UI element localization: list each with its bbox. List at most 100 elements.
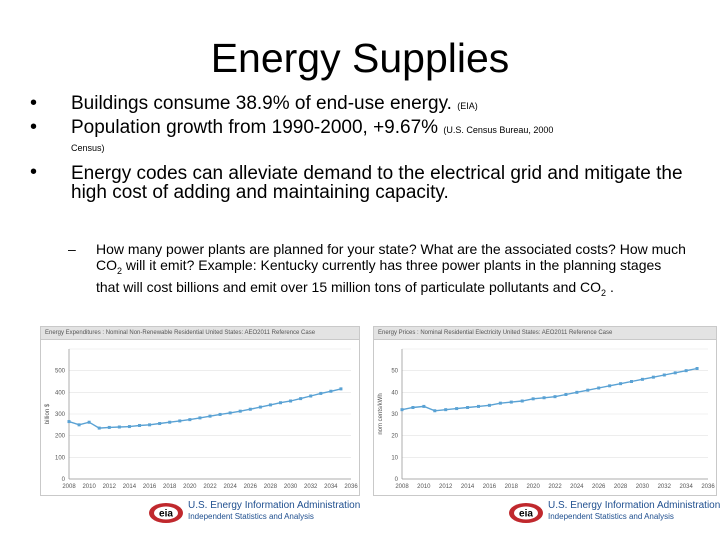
data-point	[640, 377, 644, 381]
data-point	[279, 401, 282, 405]
x-tick-label: 2036	[344, 484, 358, 490]
sub-bullet-power-plants: – How many power plants are planned for …	[68, 241, 686, 301]
data-point	[498, 401, 502, 405]
eia-logo-icon: eia	[149, 503, 183, 523]
x-tick-label: 2018	[163, 484, 177, 490]
x-tick-label: 2026	[244, 484, 258, 490]
y-tick-label: 30	[391, 412, 398, 418]
data-point	[684, 369, 688, 373]
eia-logo-text: eia	[159, 509, 173, 520]
x-tick-label: 2008	[395, 484, 409, 490]
bullet-text: Population growth from 1990-2000, +9.67%	[71, 117, 439, 138]
data-point	[87, 420, 91, 424]
data-point	[673, 371, 677, 375]
data-point	[575, 390, 579, 394]
data-point	[466, 406, 470, 409]
bullet-citation: (U.S. Census Bureau, 2000	[443, 125, 554, 135]
data-point	[228, 411, 232, 415]
co2-subscript: 2	[601, 287, 607, 298]
data-point	[531, 397, 535, 401]
data-point	[619, 382, 623, 386]
data-point	[148, 423, 152, 427]
data-point	[509, 400, 513, 404]
x-tick-label: 2030	[284, 484, 298, 490]
x-tick-label: 2034	[324, 484, 338, 490]
bullet-text: Energy codes can alleviate demand to the…	[71, 163, 683, 203]
data-point	[168, 420, 172, 424]
bullet-dot: •	[30, 92, 38, 114]
y-tick-label: 0	[395, 477, 399, 483]
data-point	[651, 375, 655, 379]
chart-header: Energy Expenditures : Nominal Non-Renewa…	[41, 327, 359, 340]
eia-name: U.S. Energy Information Administration	[188, 500, 361, 511]
bullet-text: Buildings consume 38.9% of end-use energ…	[71, 93, 452, 114]
data-point	[117, 425, 121, 429]
data-point	[400, 408, 404, 412]
y-axis-label: billion $	[45, 403, 51, 424]
x-tick-label: 2008	[62, 484, 76, 490]
eia-tagline: Independent Statistics and Analysis	[188, 512, 314, 521]
chart-plot: 0 100 200 300 400 500 2008 2010 2012 2014 2016 2018…	[45, 348, 358, 490]
eia-footer: eia U.S. Energy Information Administrati…	[148, 500, 368, 528]
data-point	[127, 425, 131, 429]
data-point	[422, 404, 426, 408]
data-point	[67, 420, 71, 424]
x-tick-label: 2018	[505, 484, 519, 490]
data-point	[329, 389, 333, 393]
y-tick-label: 200	[55, 434, 66, 440]
x-tick-label: 2010	[417, 484, 431, 490]
data-point	[138, 423, 141, 427]
x-tick-label: 2032	[658, 484, 672, 490]
x-tick-label: 2034	[679, 484, 693, 490]
chart-electricity-prices: Energy Prices : Nominal Residential Elec…	[373, 326, 717, 496]
sub-bullet-dash: –	[68, 241, 76, 257]
y-tick-label: 500	[55, 369, 66, 375]
x-tick-label: 2016	[483, 484, 497, 490]
data-point	[487, 403, 491, 407]
bullet-dot: •	[30, 116, 38, 138]
sub-bullet-text-3: .	[606, 278, 614, 295]
data-point	[433, 409, 437, 413]
data-point	[695, 367, 699, 370]
y-tick-label: 300	[55, 412, 66, 418]
x-tick-label: 2022	[203, 484, 217, 490]
eia-footer: eia U.S. Energy Information Administrati…	[508, 500, 720, 528]
slide-title: Energy Supplies	[210, 35, 510, 81]
x-tick-label: 2016	[143, 484, 157, 490]
y-tick-label: 400	[55, 390, 66, 396]
data-point	[542, 396, 546, 400]
data-point	[158, 422, 162, 426]
data-point	[258, 405, 262, 409]
x-tick-label: 2010	[82, 484, 96, 490]
data-point	[411, 406, 415, 409]
bullet-population: • Population growth from 1990-2000, +9.6…	[28, 116, 554, 140]
data-point	[309, 394, 313, 398]
chart-header: Energy Prices : Nominal Residential Elec…	[374, 327, 716, 340]
eia-tagline: Independent Statistics and Analysis	[548, 512, 674, 521]
data-point	[218, 412, 222, 416]
series-line	[68, 388, 342, 429]
y-tick-label: 100	[55, 455, 66, 461]
x-tick-label: 2024	[223, 484, 237, 490]
y-tick-label: 40	[391, 390, 398, 396]
x-tick-label: 2032	[304, 484, 318, 490]
data-point	[564, 393, 568, 396]
data-point	[520, 399, 524, 403]
bullet-citation-continued: Census)	[71, 143, 105, 153]
bullet-citation: (EIA)	[457, 101, 478, 111]
y-axis-label: nom cents/kWh	[378, 393, 384, 434]
x-tick-label: 2026	[592, 484, 606, 490]
sub-bullet-text-2: will it emit? Example: Kentucky currentl…	[96, 257, 662, 295]
data-point	[188, 418, 192, 422]
series-line	[401, 367, 698, 412]
y-tick-label: 10	[391, 455, 398, 461]
data-point	[107, 425, 111, 429]
data-point	[319, 391, 323, 395]
x-tick-label: 2030	[636, 484, 650, 490]
data-point	[455, 407, 459, 411]
y-tick-label: 20	[391, 434, 398, 440]
data-point	[597, 386, 601, 390]
data-point	[444, 408, 448, 412]
data-point	[299, 397, 303, 401]
chart-energy-expenditures: Energy Expenditures : Nominal Non-Renewa…	[40, 326, 360, 496]
